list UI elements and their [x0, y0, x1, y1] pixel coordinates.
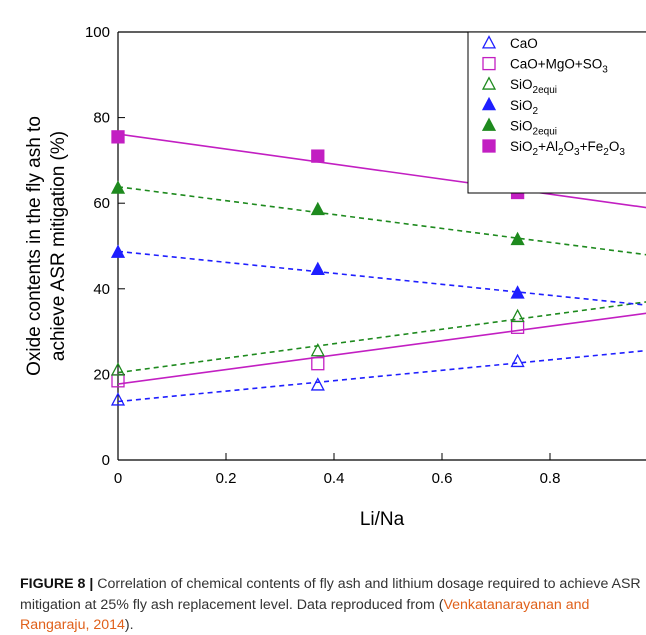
y-tick-label: 20 [93, 366, 110, 383]
marker [310, 261, 325, 276]
marker [510, 231, 525, 246]
x-tick-label: 0.4 [324, 470, 345, 487]
chart: Li/Na Oxide contents in the fly ash to a… [24, 24, 646, 530]
fit-line [118, 349, 646, 403]
legend-box [467, 31, 646, 194]
marker [482, 139, 496, 153]
marker [510, 285, 525, 299]
caption-label: FIGURE 8 | [20, 576, 94, 592]
fit-line [118, 133, 646, 209]
marker [482, 56, 496, 71]
legend-label: CaO+MgO+SO3 [510, 57, 608, 76]
y-axis-label: Oxide contents in the fly ash to [24, 116, 45, 376]
fit-line [118, 250, 646, 306]
x-tick-label: 0.8 [540, 470, 561, 487]
fit-line [118, 312, 646, 385]
y-tick-label: 0 [102, 452, 110, 469]
marker [510, 353, 525, 368]
plot-area [118, 133, 646, 403]
marker [481, 76, 497, 90]
marker [311, 149, 325, 163]
marker [110, 362, 126, 376]
legend-label: SiO2 [510, 98, 539, 117]
x-tick-label: 0.2 [216, 470, 237, 487]
marker [111, 130, 125, 144]
marker [481, 96, 497, 111]
marker [510, 308, 525, 323]
legend: CaOCaO+MgO+SO3SiO2equiSiO2SiO2equiSiO2+A… [467, 31, 646, 194]
citation-link[interactable]: Venkatanarayanan and Rangaraju, 2014 [20, 596, 590, 634]
marker [110, 180, 126, 194]
caption-end: ). [124, 617, 134, 633]
y-tick-label: 100 [85, 24, 110, 41]
marker [310, 342, 325, 357]
y-tick-label: 80 [93, 110, 110, 127]
fit-line [118, 185, 646, 256]
marker [481, 117, 497, 131]
fit-line [118, 301, 646, 374]
marker [110, 244, 126, 258]
legend-label: SiO2equi [510, 77, 557, 96]
marker [310, 201, 325, 216]
legend-label: SiO2equi [510, 118, 557, 137]
marker [110, 392, 126, 406]
caption: FIGURE 8 | Correlation of chemical conte… [20, 574, 642, 635]
x-tick-label: 0 [114, 470, 122, 487]
marker [311, 357, 325, 371]
y-tick-label: 60 [93, 195, 110, 212]
legend-label: SiO2+Al2O3+Fe2O3 [510, 139, 625, 158]
x-axis-label: Li/Na [360, 509, 405, 530]
caption-text: Correlation of chemical contents of fly … [20, 576, 641, 613]
y-axis-label: achieve ASR mitigation (%) [48, 131, 69, 361]
legend-label: CaO [510, 36, 538, 51]
marker [310, 377, 325, 391]
marker [481, 35, 497, 49]
y-tick-label: 40 [93, 281, 110, 298]
x-tick-label: 0.6 [432, 470, 453, 487]
